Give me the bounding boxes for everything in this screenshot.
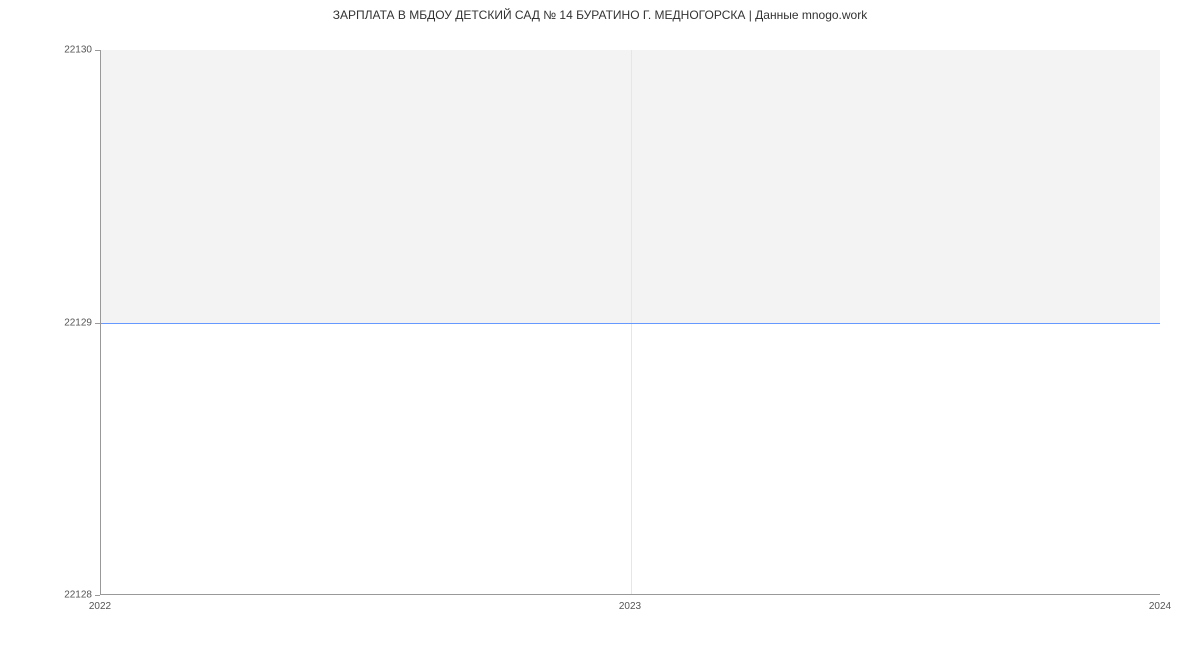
y-tick-label: 22129 xyxy=(0,317,92,328)
plot-area xyxy=(100,50,1160,595)
x-tick-label: 2023 xyxy=(619,601,641,612)
x-tick-label: 2022 xyxy=(89,601,111,612)
y-tick-mark xyxy=(95,595,100,596)
y-tick-mark xyxy=(95,323,100,324)
y-tick-label: 22130 xyxy=(0,45,92,56)
salary-line-chart: ЗАРПЛАТА В МБДОУ ДЕТСКИЙ САД № 14 БУРАТИ… xyxy=(0,0,1200,650)
y-tick-mark xyxy=(95,50,100,51)
chart-title: ЗАРПЛАТА В МБДОУ ДЕТСКИЙ САД № 14 БУРАТИ… xyxy=(0,8,1200,22)
series-line xyxy=(101,323,1160,324)
x-tick-label: 2024 xyxy=(1149,601,1171,612)
y-tick-label: 22128 xyxy=(0,590,92,601)
